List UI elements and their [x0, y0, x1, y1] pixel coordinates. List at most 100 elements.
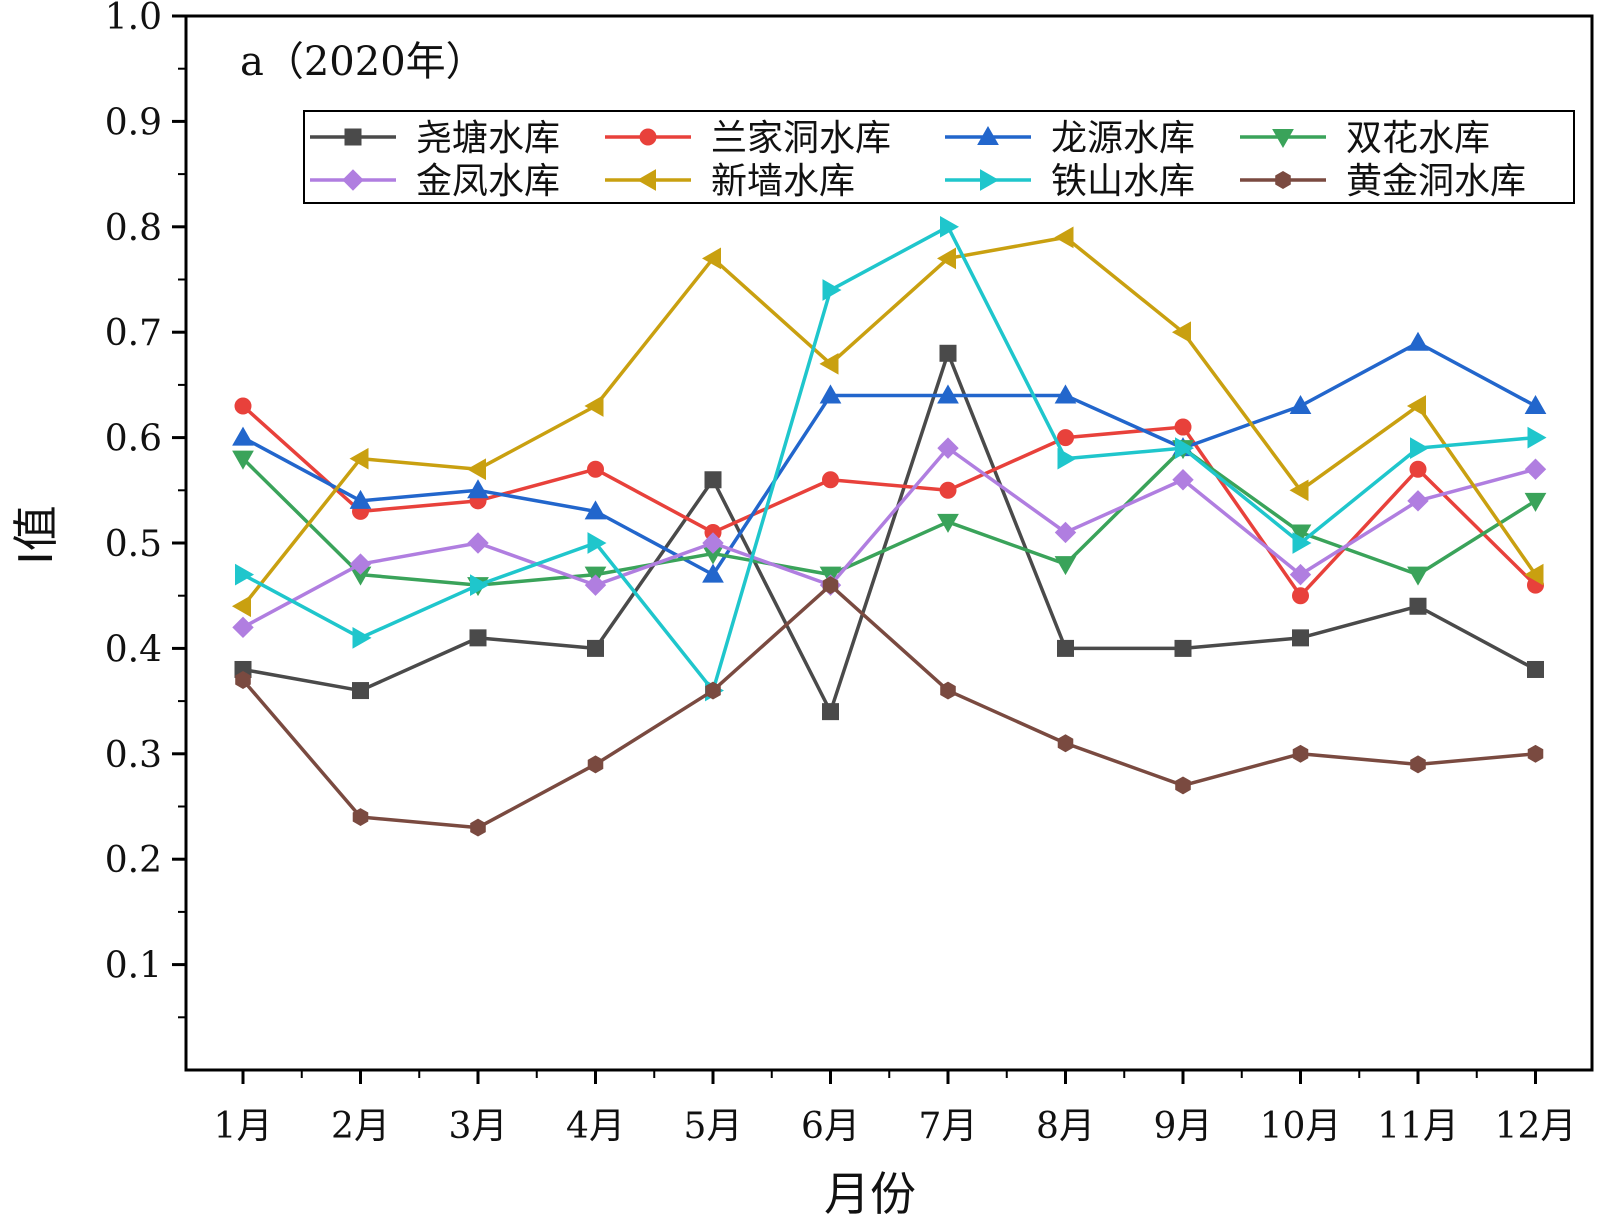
- y-tick-label: 0.7: [105, 313, 162, 354]
- data-point: [1174, 639, 1192, 657]
- legend-item: 双花水库: [1240, 118, 1490, 159]
- x-tick-label: 10月: [1260, 1106, 1342, 1147]
- data-point: [1174, 418, 1192, 436]
- data-point: [937, 513, 959, 533]
- data-point: [584, 500, 607, 520]
- data-point: [470, 818, 486, 837]
- legend-marker: [977, 125, 999, 145]
- legend-label: 兰家洞水库: [711, 118, 891, 159]
- data-point: [705, 681, 721, 700]
- data-point: [587, 755, 604, 774]
- data-point: [1054, 556, 1077, 576]
- x-tick-label: 3月: [449, 1106, 508, 1147]
- data-point: [235, 563, 255, 586]
- data-point: [467, 532, 489, 554]
- legend-marker: [1275, 171, 1291, 189]
- legend-marker: [639, 128, 657, 146]
- series-line: [242, 225, 1536, 693]
- legend-box: [303, 110, 1575, 204]
- data-point: [1289, 524, 1312, 544]
- data-point: [231, 595, 251, 618]
- data-point: [587, 532, 607, 554]
- data-point: [1054, 384, 1077, 404]
- data-point: [1171, 321, 1191, 344]
- data-point: [1057, 639, 1074, 657]
- data-point: [584, 574, 607, 596]
- data-point: [1172, 469, 1194, 491]
- legend-item: 金凤水库: [310, 161, 560, 202]
- data-point: [469, 629, 487, 647]
- legend-marker: [1272, 129, 1294, 149]
- data-point: [939, 344, 957, 362]
- data-point: [349, 447, 369, 470]
- data-point: [1527, 426, 1547, 449]
- y-tick-label: 0.1: [105, 946, 162, 987]
- data-point: [937, 437, 959, 459]
- x-tick-label: 12月: [1495, 1106, 1577, 1147]
- data-point: [939, 481, 957, 499]
- data-point: [1292, 587, 1309, 605]
- data-point: [467, 479, 489, 499]
- data-point: [936, 247, 956, 270]
- data-point: [1524, 458, 1547, 480]
- data-point: [822, 576, 839, 595]
- legend-item: 新墙水库: [605, 161, 855, 202]
- data-point: [1292, 744, 1309, 763]
- data-point: [352, 808, 369, 827]
- series-line: [241, 446, 1537, 587]
- data-point: [1407, 490, 1429, 512]
- legend-label: 龙源水库: [1051, 118, 1195, 159]
- legend-marker: [342, 169, 364, 191]
- legend-label: 黄金洞水库: [1346, 161, 1526, 202]
- data-point: [1289, 563, 1312, 586]
- data-point: [232, 450, 254, 470]
- legend-marker: [980, 169, 1000, 191]
- legend-item: 铁山水库: [945, 161, 1195, 202]
- legend-item: 尧塘水库: [310, 118, 560, 159]
- data-point: [704, 471, 722, 489]
- x-tick-label: 1月: [214, 1106, 273, 1147]
- series-7: [235, 215, 1547, 702]
- series-1: [234, 344, 1544, 721]
- data-point: [1054, 226, 1074, 249]
- data-point: [587, 639, 604, 657]
- data-point: [1524, 394, 1547, 414]
- data-point: [232, 426, 254, 446]
- x-tick-label: 6月: [801, 1106, 860, 1147]
- data-point: [940, 681, 956, 700]
- series-line: [241, 583, 1536, 830]
- legend-item: 龙源水库: [945, 118, 1195, 159]
- y-tick-label: 0.6: [105, 419, 162, 460]
- data-point: [1409, 460, 1427, 478]
- series-2: [234, 397, 1544, 605]
- legend-item: 兰家洞水库: [605, 118, 891, 159]
- legend-label: 铁山水库: [1051, 161, 1195, 202]
- data-point: [1175, 776, 1191, 795]
- data-point: [234, 397, 252, 415]
- data-point: [1527, 744, 1544, 763]
- x-tick-label: 2月: [331, 1106, 390, 1147]
- x-tick-label: 11月: [1377, 1106, 1459, 1147]
- data-point: [1057, 429, 1074, 447]
- x-tick-label: 5月: [684, 1106, 743, 1147]
- data-point: [1289, 394, 1312, 414]
- data-point: [1524, 563, 1544, 586]
- legend-marker: [344, 128, 362, 146]
- data-point: [702, 532, 724, 554]
- series-line: [242, 446, 1536, 629]
- x-tick-label: 4月: [566, 1106, 625, 1147]
- x-tick-label: 9月: [1154, 1106, 1213, 1147]
- data-point: [1407, 566, 1429, 586]
- data-point: [1057, 447, 1077, 470]
- panel-label: a（2020年）: [240, 39, 486, 85]
- x-tick-label: 8月: [1036, 1106, 1095, 1147]
- data-point: [1410, 437, 1430, 460]
- data-point: [1409, 597, 1427, 615]
- series-line: [241, 235, 1537, 608]
- data-point: [584, 395, 604, 417]
- data-point: [1292, 532, 1312, 554]
- data-point: [819, 352, 839, 375]
- data-point: [1527, 660, 1544, 678]
- y-axis-title: I值: [9, 505, 63, 565]
